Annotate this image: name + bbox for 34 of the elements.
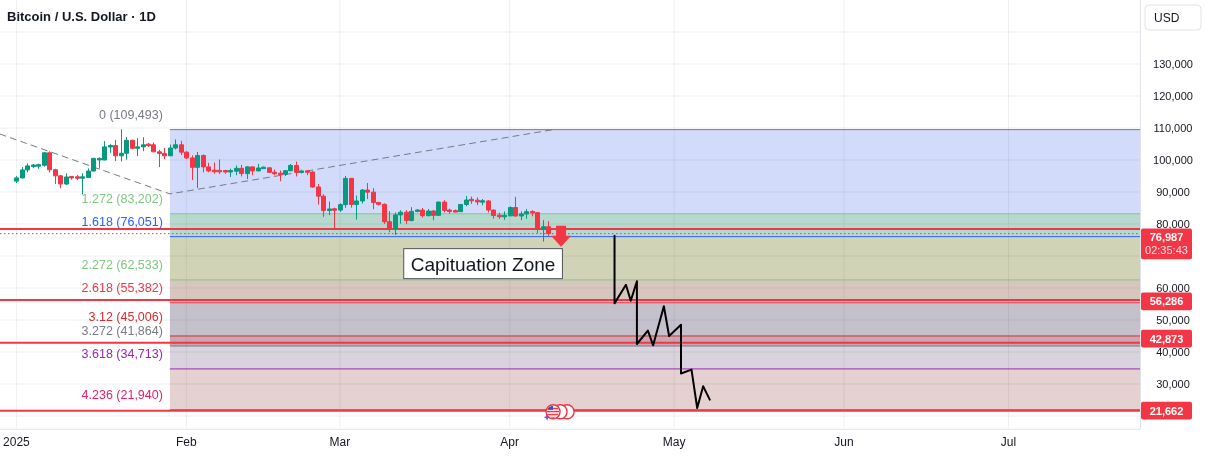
x-tick-label: Jun [834, 435, 854, 449]
x-tick-label: May [662, 435, 686, 449]
ref-line-label: 2.618 (55,382) [81, 280, 163, 295]
annotation: Capituation Zone [410, 253, 556, 275]
y-tick-label: 80,000 [1156, 218, 1190, 230]
text: 02:35:43 [1145, 244, 1188, 257]
x-tick-label: Jul [1000, 435, 1017, 449]
ref-line-label: 76,987 [1149, 231, 1184, 244]
x-tick-label: Mar [329, 435, 351, 449]
y-axis-title: USD [1154, 10, 1180, 25]
ref-line-label: 1.618 (76,051) [81, 214, 163, 229]
x-tick-label: Feb [176, 435, 198, 449]
y-tick-label: 120,000 [1153, 90, 1193, 102]
ref-line-label: 4.236 (21,940) [81, 387, 163, 402]
ref-line-label: 21,662 [1149, 404, 1184, 417]
ref-line-label: 3.12 (45,006) [88, 310, 163, 325]
ref-line-label: 3.272 (41,864) [81, 324, 163, 339]
ref-line-label: 2.272 (62,533) [81, 257, 163, 272]
y-tick-label: 100,000 [1153, 154, 1193, 166]
y-tick-label: 110,000 [1153, 122, 1193, 134]
ref-line-label: 0 (109,493) [98, 107, 163, 122]
y-tick-label: 130,000 [1153, 58, 1193, 70]
y-tick-label: 40,000 [1156, 346, 1190, 358]
y-tick-label: 60,000 [1156, 282, 1190, 294]
ref-line-label: 3.618 (34,713) [81, 346, 163, 361]
ref-line-label: 42,873 [1149, 332, 1184, 345]
x-tick-label: Apr [500, 435, 520, 449]
text: Bitcoin / U.S. Dollar · 1D [7, 8, 156, 24]
x-tick-label: 2025 [3, 435, 31, 449]
y-tick-label: 90,000 [1156, 186, 1190, 198]
y-tick-label: 30,000 [1156, 378, 1190, 390]
ref-line-label: 56,286 [1149, 295, 1184, 308]
y-tick-label: 50,000 [1156, 314, 1190, 326]
ref-line-label: 1.272 (83,202) [81, 191, 163, 206]
